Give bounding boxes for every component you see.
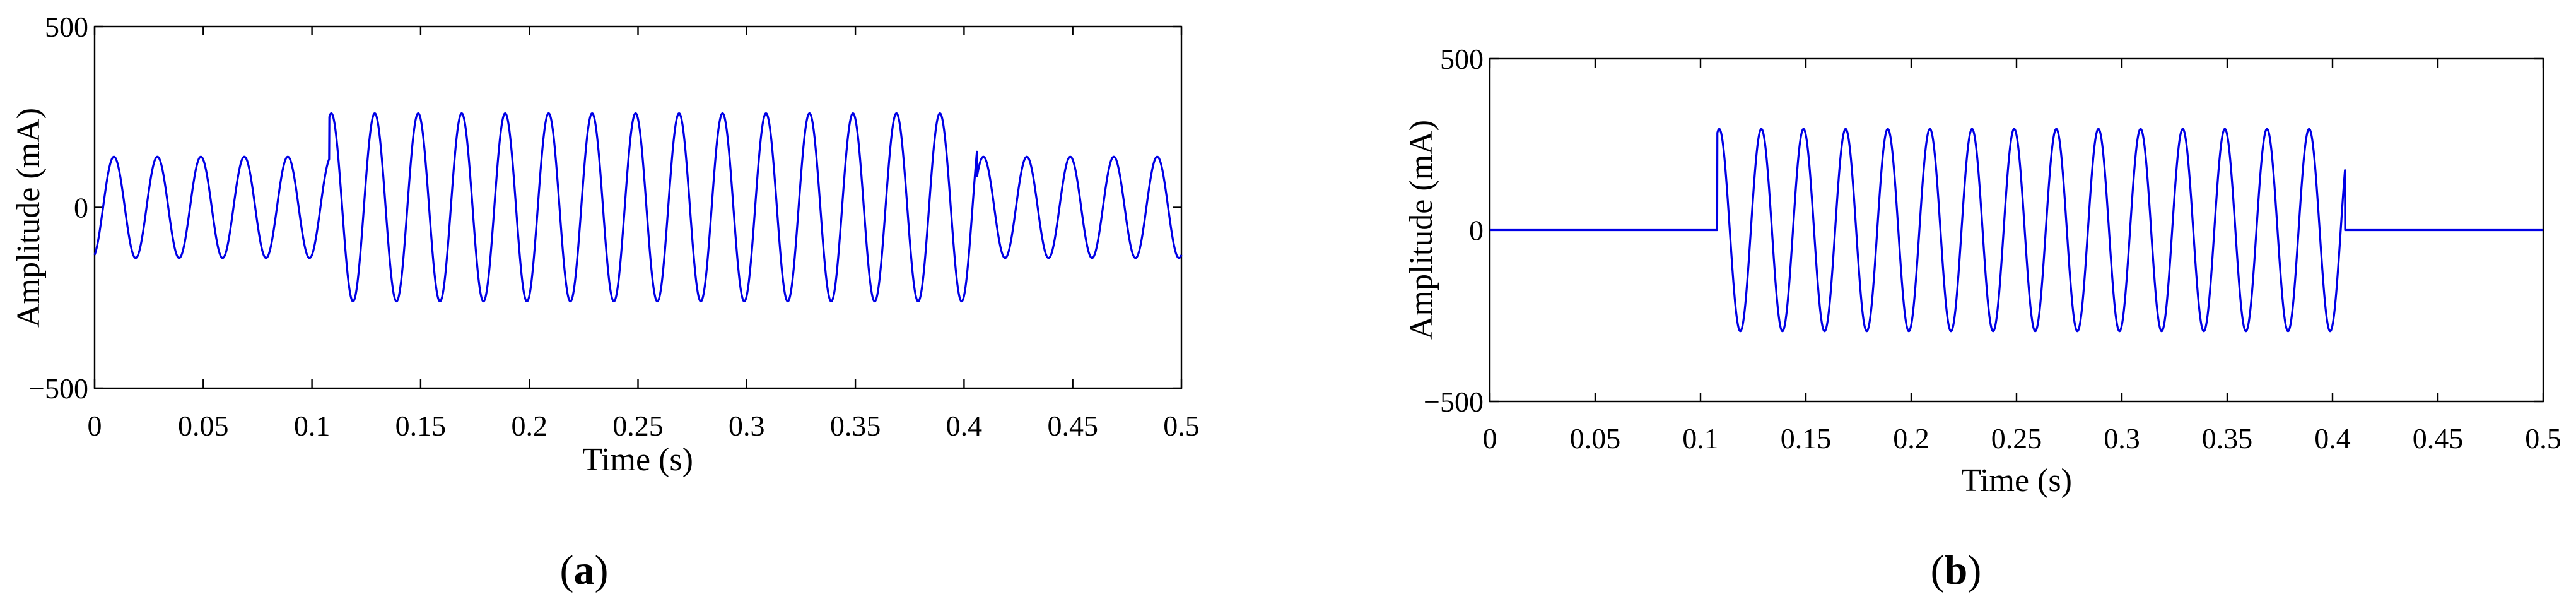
x-tick-label: 0.45 — [2413, 422, 2464, 454]
plot-frame-a — [93, 25, 1183, 389]
x-tick-label: 0.5 — [1163, 410, 1200, 442]
x-tick-label: 0.05 — [1570, 422, 1621, 454]
y-tick-label: 0 — [1469, 215, 1484, 247]
x-tick-label: 0.15 — [395, 410, 447, 442]
x-tick-label: 0.3 — [2104, 422, 2140, 454]
panel-caption-b: (b) — [1931, 547, 1982, 593]
panel-letter-a: a — [574, 547, 595, 593]
x-tick-label: 0.5 — [2525, 422, 2561, 454]
panel-caption-a: (a) — [560, 547, 609, 593]
x-tick-label: 0.15 — [1781, 422, 1832, 454]
x-tick-label: 0 — [1483, 422, 1497, 454]
y-tick-label: 0 — [74, 192, 88, 224]
x-axis-label-a: Time (s) — [582, 442, 693, 478]
x-axis-label-b: Time (s) — [1961, 463, 2072, 499]
y-ticks-a: −500 0 500 — [28, 11, 1181, 405]
x-tick-label: 0.25 — [612, 410, 664, 442]
y-axis-label-a: Amplitude (mA) — [11, 108, 47, 328]
x-tick-label: 0.1 — [1682, 422, 1719, 454]
x-tick-label: 0.05 — [178, 410, 229, 442]
x-tick-label: 0.4 — [946, 410, 983, 442]
x-tick-label: 0.3 — [729, 410, 765, 442]
y-axis-label-b: Amplitude (mA) — [1403, 120, 1439, 340]
x-tick-label: 0.2 — [1893, 422, 1929, 454]
y-tick-label: −500 — [1424, 386, 1484, 418]
chart-panel-b: −500 0 500 0 0.05 0.1 0.15 0.2 0.25 0.3 0.35 0.4 0.… — [1403, 43, 2561, 593]
x-tick-label: 0.45 — [1047, 410, 1098, 442]
x-ticks-b: 0 0.05 0.1 0.15 0.2 0.25 0.3 0.35 0.4 0.45 0.5 — [1483, 59, 2561, 454]
y-tick-label: 500 — [45, 11, 88, 43]
x-tick-label: 0.2 — [511, 410, 547, 442]
panel-letter-b: b — [1945, 547, 1968, 593]
y-ticks-b: −500 0 500 — [1424, 43, 2543, 418]
y-tick-label: 500 — [1440, 43, 1484, 75]
x-tick-label: 0.4 — [2314, 422, 2351, 454]
x-tick-label: 0.35 — [830, 410, 881, 442]
x-tick-label: 0 — [88, 410, 102, 442]
y-tick-label: −500 — [28, 372, 88, 405]
current-trace-a — [93, 112, 1183, 303]
current-trace-b — [1489, 128, 2544, 333]
x-ticks-a: 0 0.05 0.1 0.15 0.2 0.25 0.3 0.35 0.4 0.45 0.5 — [88, 27, 1200, 442]
x-tick-label: 0.35 — [2202, 422, 2253, 454]
x-tick-label: 0.1 — [294, 410, 331, 442]
x-tick-label: 0.25 — [1991, 422, 2042, 454]
